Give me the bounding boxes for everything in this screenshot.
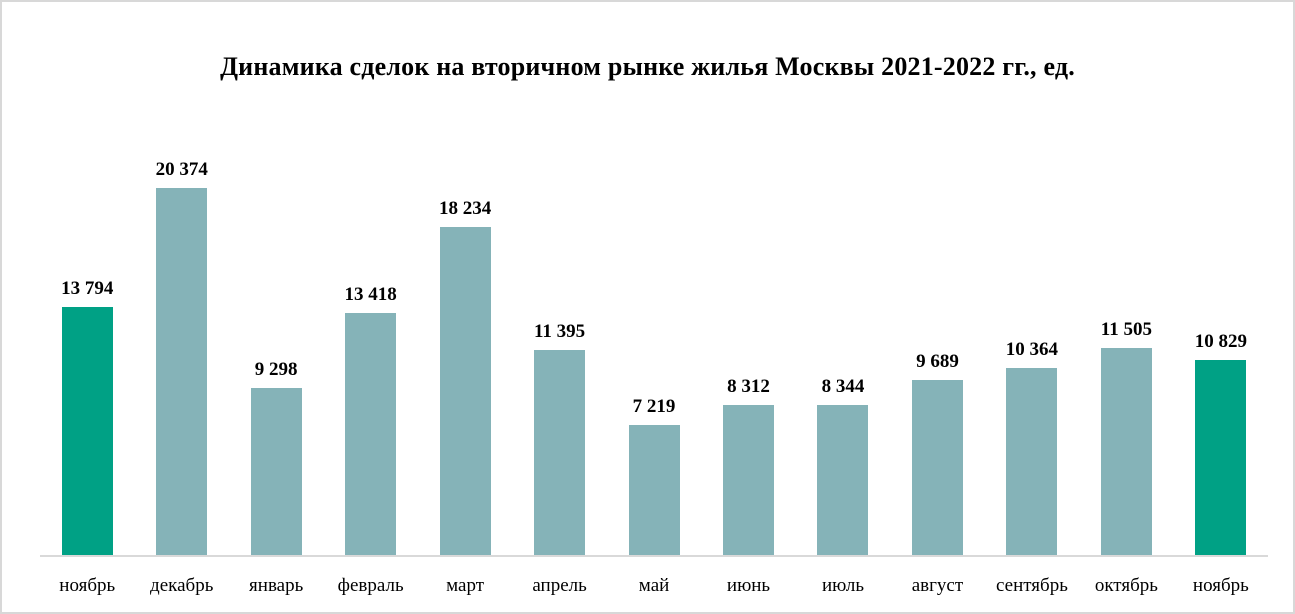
plot-area: 13 794 20 374 9 298 13 418 18 234 11 395 7 219… <box>40 102 1268 557</box>
bar-column-3: 13 418 <box>323 284 417 555</box>
bar-value-label-2: 9 298 <box>254 359 298 380</box>
x-axis-label-9: август <box>911 575 964 596</box>
x-axis-label-1: декабрь <box>150 575 214 596</box>
bar-column-6: 7 219 <box>607 396 701 555</box>
bar-8 <box>817 405 869 555</box>
x-axis-label-11: октябрь <box>1094 575 1158 596</box>
bar-10 <box>1006 368 1058 555</box>
x-axis-label-6: май <box>638 575 670 596</box>
bar-value-label-11: 11 505 <box>1100 319 1152 340</box>
x-axis-label-10: сентябрь <box>995 575 1068 596</box>
x-axis-label-0: ноябрь <box>59 575 116 596</box>
x-axis-label-5: апрель <box>532 575 587 596</box>
bar-value-label-3: 13 418 <box>344 284 397 305</box>
month-axis: ноябрь декабрь январь февраль март апрель май и… <box>40 574 1268 598</box>
bar-2 <box>250 388 302 555</box>
bar-0 <box>61 307 113 555</box>
bar-3 <box>345 313 397 555</box>
bar-12 <box>1195 360 1247 555</box>
x-axis-label-12: ноябрь <box>1192 575 1249 596</box>
bar-value-label-8: 8 344 <box>821 376 865 397</box>
bar-value-label-10: 10 364 <box>1005 339 1059 360</box>
bar-column-2: 9 298 <box>229 359 323 555</box>
bar-11 <box>1100 348 1152 555</box>
bar-value-label-12: 10 829 <box>1194 331 1247 352</box>
x-axis-label-3: февраль <box>337 575 404 596</box>
bar-value-label-9: 9 689 <box>916 351 959 372</box>
bar-column-10: 10 364 <box>985 339 1079 555</box>
bar-column-4: 18 234 <box>418 198 512 555</box>
x-axis-label-7: июнь <box>726 575 771 596</box>
x-axis-label-2: январь <box>249 575 304 596</box>
bar-4 <box>439 227 491 555</box>
bar-value-label-6: 7 219 <box>632 396 676 417</box>
chart-title: Динамика сделок на вторичном рынке жилья… <box>220 52 1075 81</box>
bar-value-label-5: 11 395 <box>533 321 586 342</box>
bar-column-1: 20 374 <box>134 159 228 555</box>
bar-column-11: 11 505 <box>1079 319 1173 555</box>
bar-column-8: 8 344 <box>796 376 890 555</box>
bar-9 <box>911 380 963 555</box>
bar-column-12: 10 829 <box>1174 331 1268 555</box>
bar-column-5: 11 395 <box>512 321 606 555</box>
bar-column-7: 8 312 <box>701 376 795 555</box>
bar-value-label-1: 20 374 <box>155 159 208 180</box>
x-axis-label-8: июль <box>821 575 864 596</box>
bar-6 <box>628 425 680 555</box>
bar-column-9: 9 689 <box>890 351 984 555</box>
bar-1 <box>156 188 208 555</box>
bar-value-label-7: 8 312 <box>727 376 770 397</box>
x-axis-label-4: март <box>446 575 485 596</box>
bar-column-0: 13 794 <box>40 278 134 555</box>
bar-value-label-0: 13 794 <box>61 278 114 299</box>
bar-5 <box>534 350 586 555</box>
bar-value-label-4: 18 234 <box>438 198 492 219</box>
bar-7 <box>723 405 775 555</box>
